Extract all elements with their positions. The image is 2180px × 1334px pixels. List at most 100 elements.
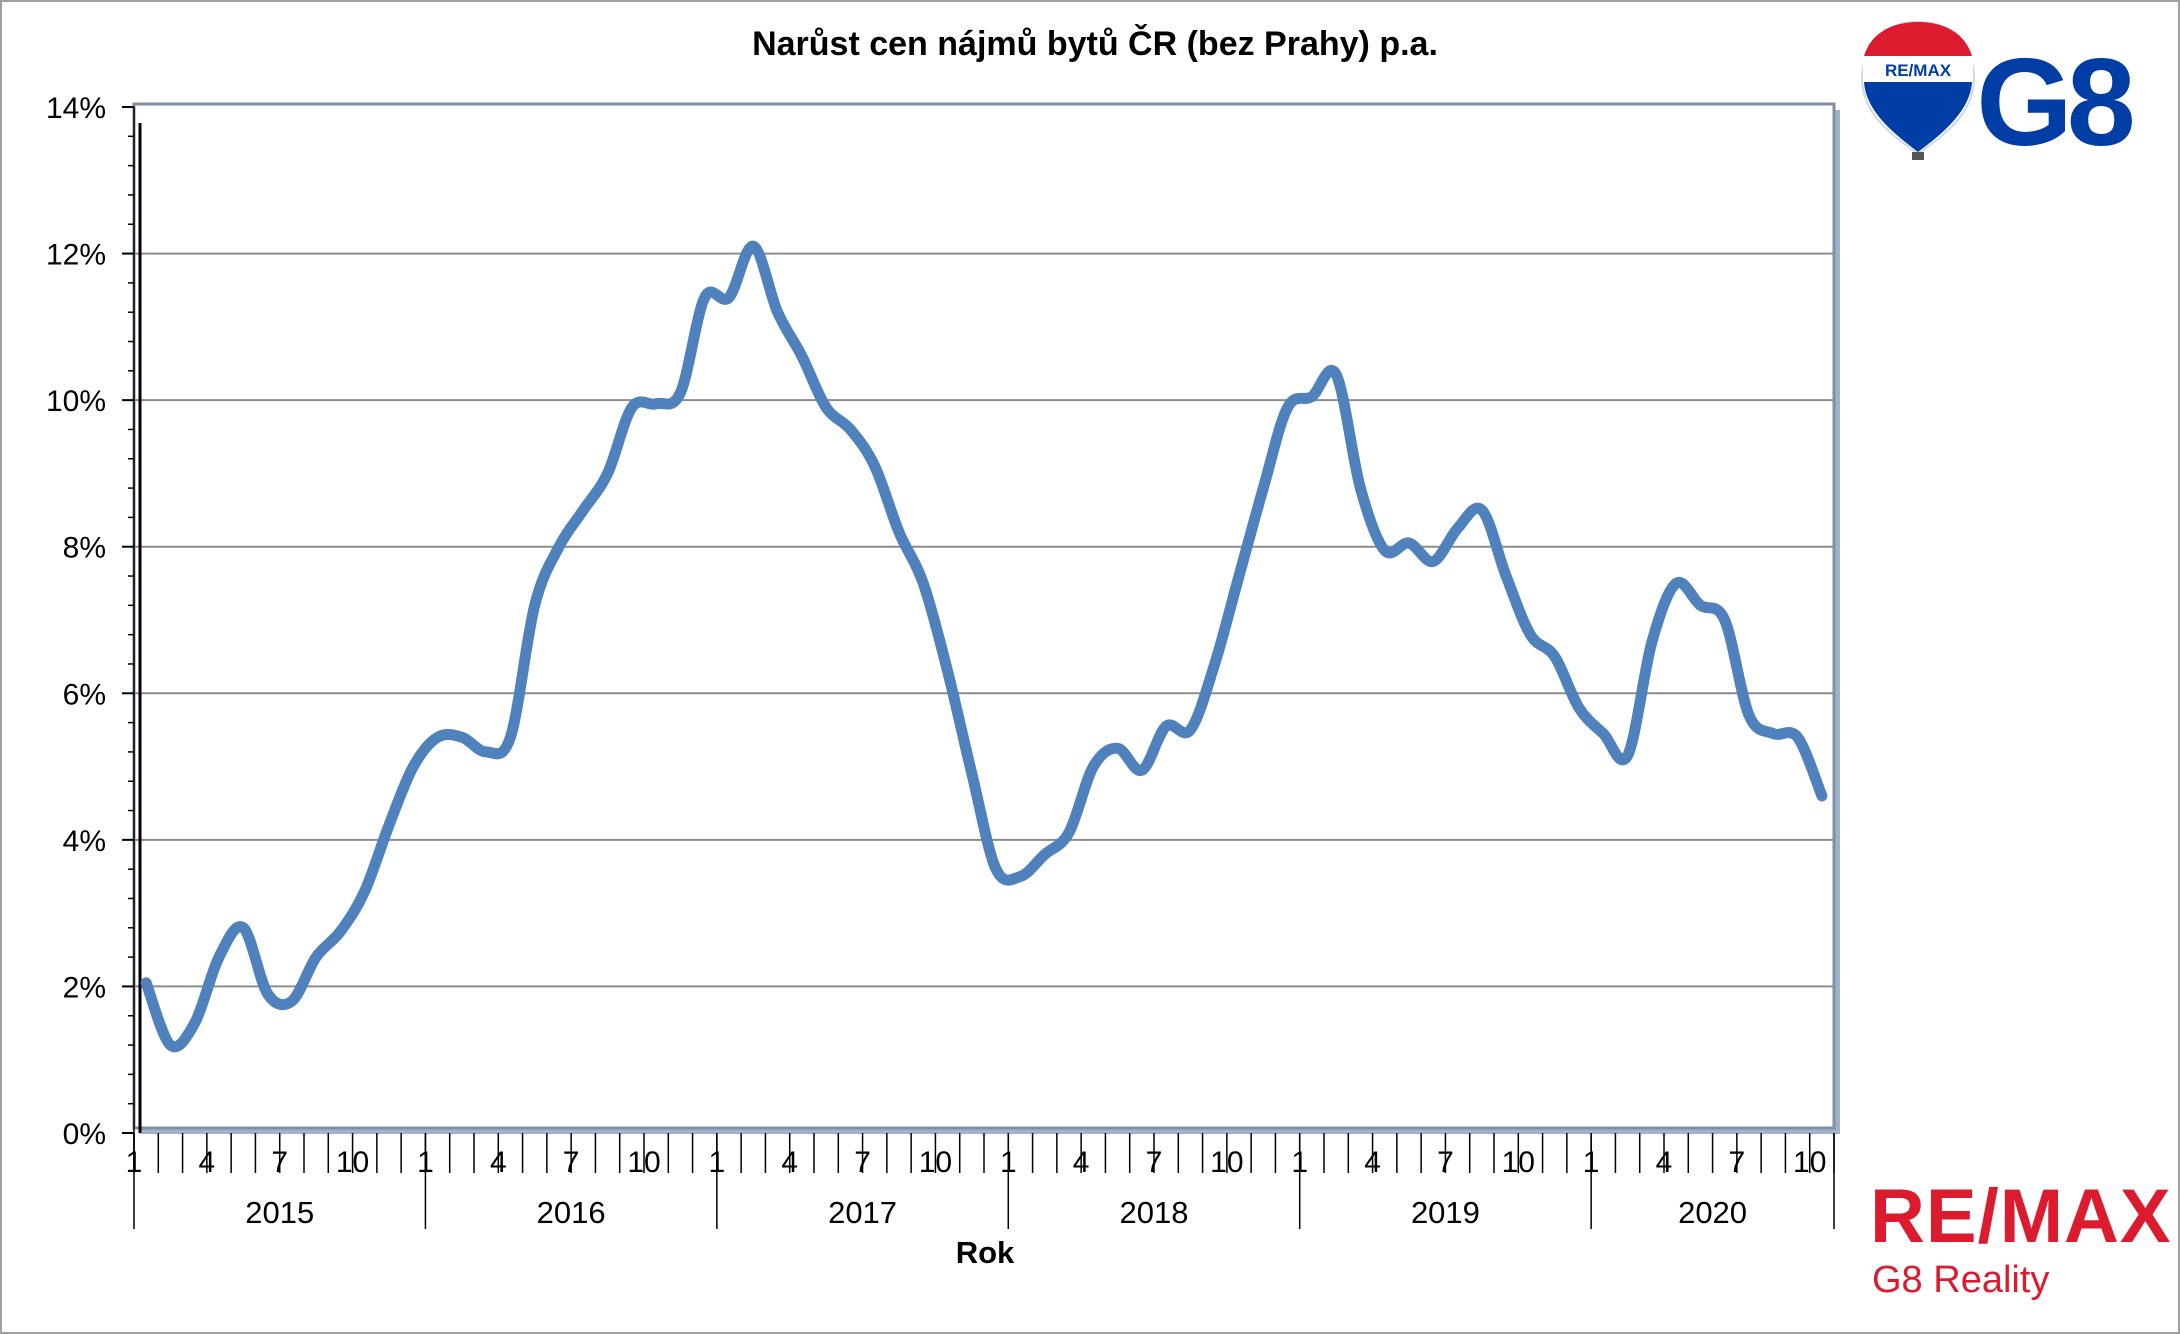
x-month-label: 4 (781, 1146, 798, 1179)
data-point (1236, 573, 1242, 579)
data-point (993, 866, 999, 872)
data-point (1430, 558, 1436, 564)
x-year-label: 2019 (1411, 1195, 1480, 1230)
data-point (1066, 830, 1072, 836)
data-point (1770, 731, 1776, 737)
chart-title: Narůst cen nájmů bytů ČR (bez Prahy) p.a… (752, 24, 1438, 63)
data-point (1042, 852, 1048, 858)
data-point (945, 668, 951, 674)
g8-logo: G8 (1976, 34, 2132, 172)
data-point (775, 309, 781, 315)
data-point (847, 427, 853, 433)
data-point (532, 602, 538, 608)
data-point (1503, 573, 1509, 579)
data-point (1795, 734, 1801, 740)
x-month-label: 7 (1437, 1146, 1454, 1179)
data-point (216, 954, 222, 960)
data-point (920, 580, 926, 586)
x-year-label: 2015 (245, 1195, 314, 1230)
y-tick-label: 4% (63, 825, 106, 858)
x-month-label: 7 (563, 1146, 580, 1179)
data-point (507, 734, 513, 740)
data-point (1260, 485, 1266, 491)
x-month-label: 7 (271, 1146, 288, 1179)
data-point (750, 243, 756, 249)
x-year-label: 2018 (1120, 1195, 1189, 1230)
data-point (605, 470, 611, 476)
data-point (1139, 767, 1145, 773)
data-point (580, 507, 586, 513)
data-point (1382, 547, 1388, 553)
data-point (386, 822, 392, 828)
data-point (1600, 731, 1606, 737)
data-point (265, 991, 271, 997)
x-month-label: 4 (199, 1146, 216, 1179)
data-point (337, 929, 343, 935)
x-month-label: 10 (1210, 1146, 1243, 1179)
x-month-label: 4 (1364, 1146, 1381, 1179)
g8-reality-text: G8 Reality (1872, 1259, 2049, 1301)
data-point (1309, 394, 1315, 400)
y-tick-label: 12% (46, 239, 106, 272)
data-point (1285, 405, 1291, 411)
data-point (1819, 793, 1825, 799)
data-point (1552, 654, 1558, 660)
x-month-label: 10 (1793, 1146, 1826, 1179)
data-point (677, 390, 683, 396)
data-point (1163, 723, 1169, 729)
x-month-label: 7 (854, 1146, 871, 1179)
x-month-label: 4 (1073, 1146, 1090, 1179)
data-point (872, 463, 878, 469)
x-year-label: 2016 (537, 1195, 606, 1230)
data-point (1722, 617, 1728, 623)
data-point (435, 734, 441, 740)
data-point (969, 771, 975, 777)
y-axis: 0% 2% 4% 6% 8% 10% 12% 14% (46, 92, 142, 1173)
data-point (629, 405, 635, 411)
data-point (1479, 507, 1485, 513)
data-point (1406, 540, 1412, 546)
x-month-label: 4 (490, 1146, 507, 1179)
data-point (556, 544, 562, 550)
y-tick-label: 14% (46, 92, 106, 125)
data-point (896, 529, 902, 535)
data-point (1673, 580, 1679, 586)
balloon-label: RE/MAX (1885, 61, 1952, 80)
x-month-label: 4 (1656, 1146, 1673, 1179)
x-axis-title: Rok (956, 1235, 1015, 1270)
data-point (143, 980, 149, 986)
data-point (289, 998, 295, 1004)
data-point (483, 749, 489, 755)
series-line (140, 240, 1828, 1053)
data-point (823, 405, 829, 411)
data-point (1649, 639, 1655, 645)
data-point (1187, 727, 1193, 733)
data-point (240, 925, 246, 931)
data-point (167, 1042, 173, 1048)
data-point (702, 295, 708, 301)
data-point (459, 734, 465, 740)
data-point (726, 295, 732, 301)
data-point (1333, 372, 1339, 378)
data-point (1576, 705, 1582, 711)
remax-wordmark: RE/MAX (1870, 1174, 2172, 1259)
series-layer (140, 240, 1828, 1053)
data-point (1212, 661, 1218, 667)
data-point (799, 353, 805, 359)
data-point (1090, 764, 1096, 770)
x-month-label: 10 (336, 1146, 369, 1179)
data-point (1357, 485, 1363, 491)
x-month-label: 7 (1729, 1146, 1746, 1179)
data-point (1115, 745, 1121, 751)
x-month-label: 7 (1146, 1146, 1163, 1179)
data-point (1455, 525, 1461, 531)
y-tick-label: 6% (63, 678, 106, 711)
data-point (653, 401, 659, 407)
y-tick-label: 10% (46, 385, 106, 418)
x-year-label: 2017 (828, 1195, 897, 1230)
data-point (1746, 712, 1752, 718)
data-point (362, 888, 368, 894)
gridlines (134, 252, 1834, 988)
